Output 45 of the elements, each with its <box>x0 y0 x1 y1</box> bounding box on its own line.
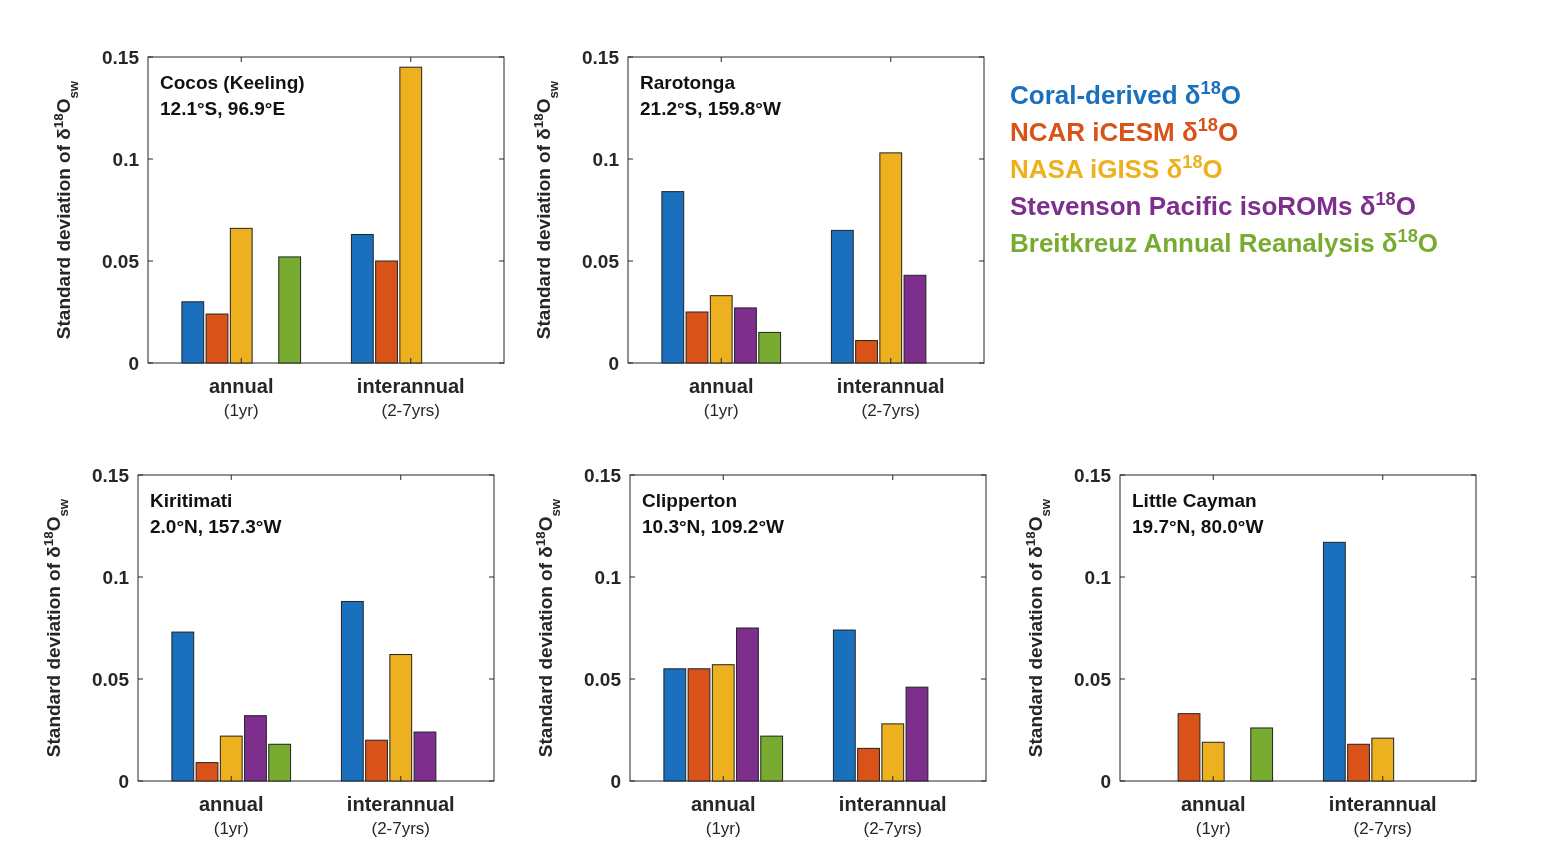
y-tick-label: 0.15 <box>1074 464 1112 486</box>
x-tick-label: interannual (2-7yrs) <box>838 793 947 838</box>
text: NCAR iCESM δ$^{18}$O <box>1010 115 1239 147</box>
y-tick-label: 0.1 <box>1084 566 1112 588</box>
y-tick-label: 0.1 <box>592 148 620 170</box>
y-tick-label: 0 <box>608 352 619 374</box>
text: Kiritimati <box>150 490 233 511</box>
y-tick-label: 0.05 <box>92 668 130 690</box>
text: Rarotonga <box>640 72 736 93</box>
y-tick-label: 0 <box>128 352 139 374</box>
y-tick-label: 0.05 <box>584 668 622 690</box>
x-tick-label: annual (1yr) <box>691 793 756 838</box>
y-tick-label: 0.15 <box>584 464 622 486</box>
text: 12.1°S, 96.9°E <box>160 98 286 119</box>
text: Cocos (Keeling) <box>160 72 305 93</box>
y-tick-label: 0.05 <box>1074 668 1112 690</box>
x-tick-label: annual (1yr) <box>689 375 754 420</box>
x-tick-label: interannual (2-7yrs) <box>836 375 945 420</box>
text: 10.3°N, 109.2°W <box>642 516 784 537</box>
text: Stevenson Pacific isoROMs δ$^{18}$O <box>1010 189 1416 221</box>
y-tick-label: 0 <box>610 770 621 792</box>
y-tick-label: 0.15 <box>92 464 130 486</box>
text: 21.2°S, 159.8°W <box>640 98 781 119</box>
legend-label: NASA iGISS δ$^{18}$O <box>1010 152 1223 184</box>
y-tick-label: 0.05 <box>582 250 620 272</box>
x-tick-label: interannual (2-7yrs) <box>356 375 465 420</box>
y-tick-label: 0.1 <box>594 566 622 588</box>
y-tick-label: 0 <box>1100 770 1111 792</box>
text: Breitkreuz Annual Reanalysis δ$^{18}$O <box>1010 226 1439 258</box>
text: Clipperton <box>642 490 737 511</box>
x-tick-label: annual (1yr) <box>209 375 274 420</box>
x-tick-label: interannual (2-7yrs) <box>346 793 455 838</box>
x-tick-label: interannual (2-7yrs) <box>1328 793 1437 838</box>
x-tick-label: annual (1yr) <box>199 793 264 838</box>
y-tick-label: 0.05 <box>102 250 140 272</box>
y-tick-label: 0 <box>118 770 129 792</box>
text: 2.0°N, 157.3°W <box>150 516 282 537</box>
text: Little Cayman <box>1132 490 1257 511</box>
x-tick-label: annual (1yr) <box>1181 793 1246 838</box>
y-tick-label: 0.15 <box>102 46 140 68</box>
y-tick-label: 0.1 <box>102 566 130 588</box>
y-tick-label: 0.15 <box>582 46 620 68</box>
text: Coral-derived δ$^{18}$O <box>1010 78 1242 110</box>
y-tick-label: 0.1 <box>112 148 140 170</box>
text: 19.7°N, 80.0°W <box>1132 516 1264 537</box>
